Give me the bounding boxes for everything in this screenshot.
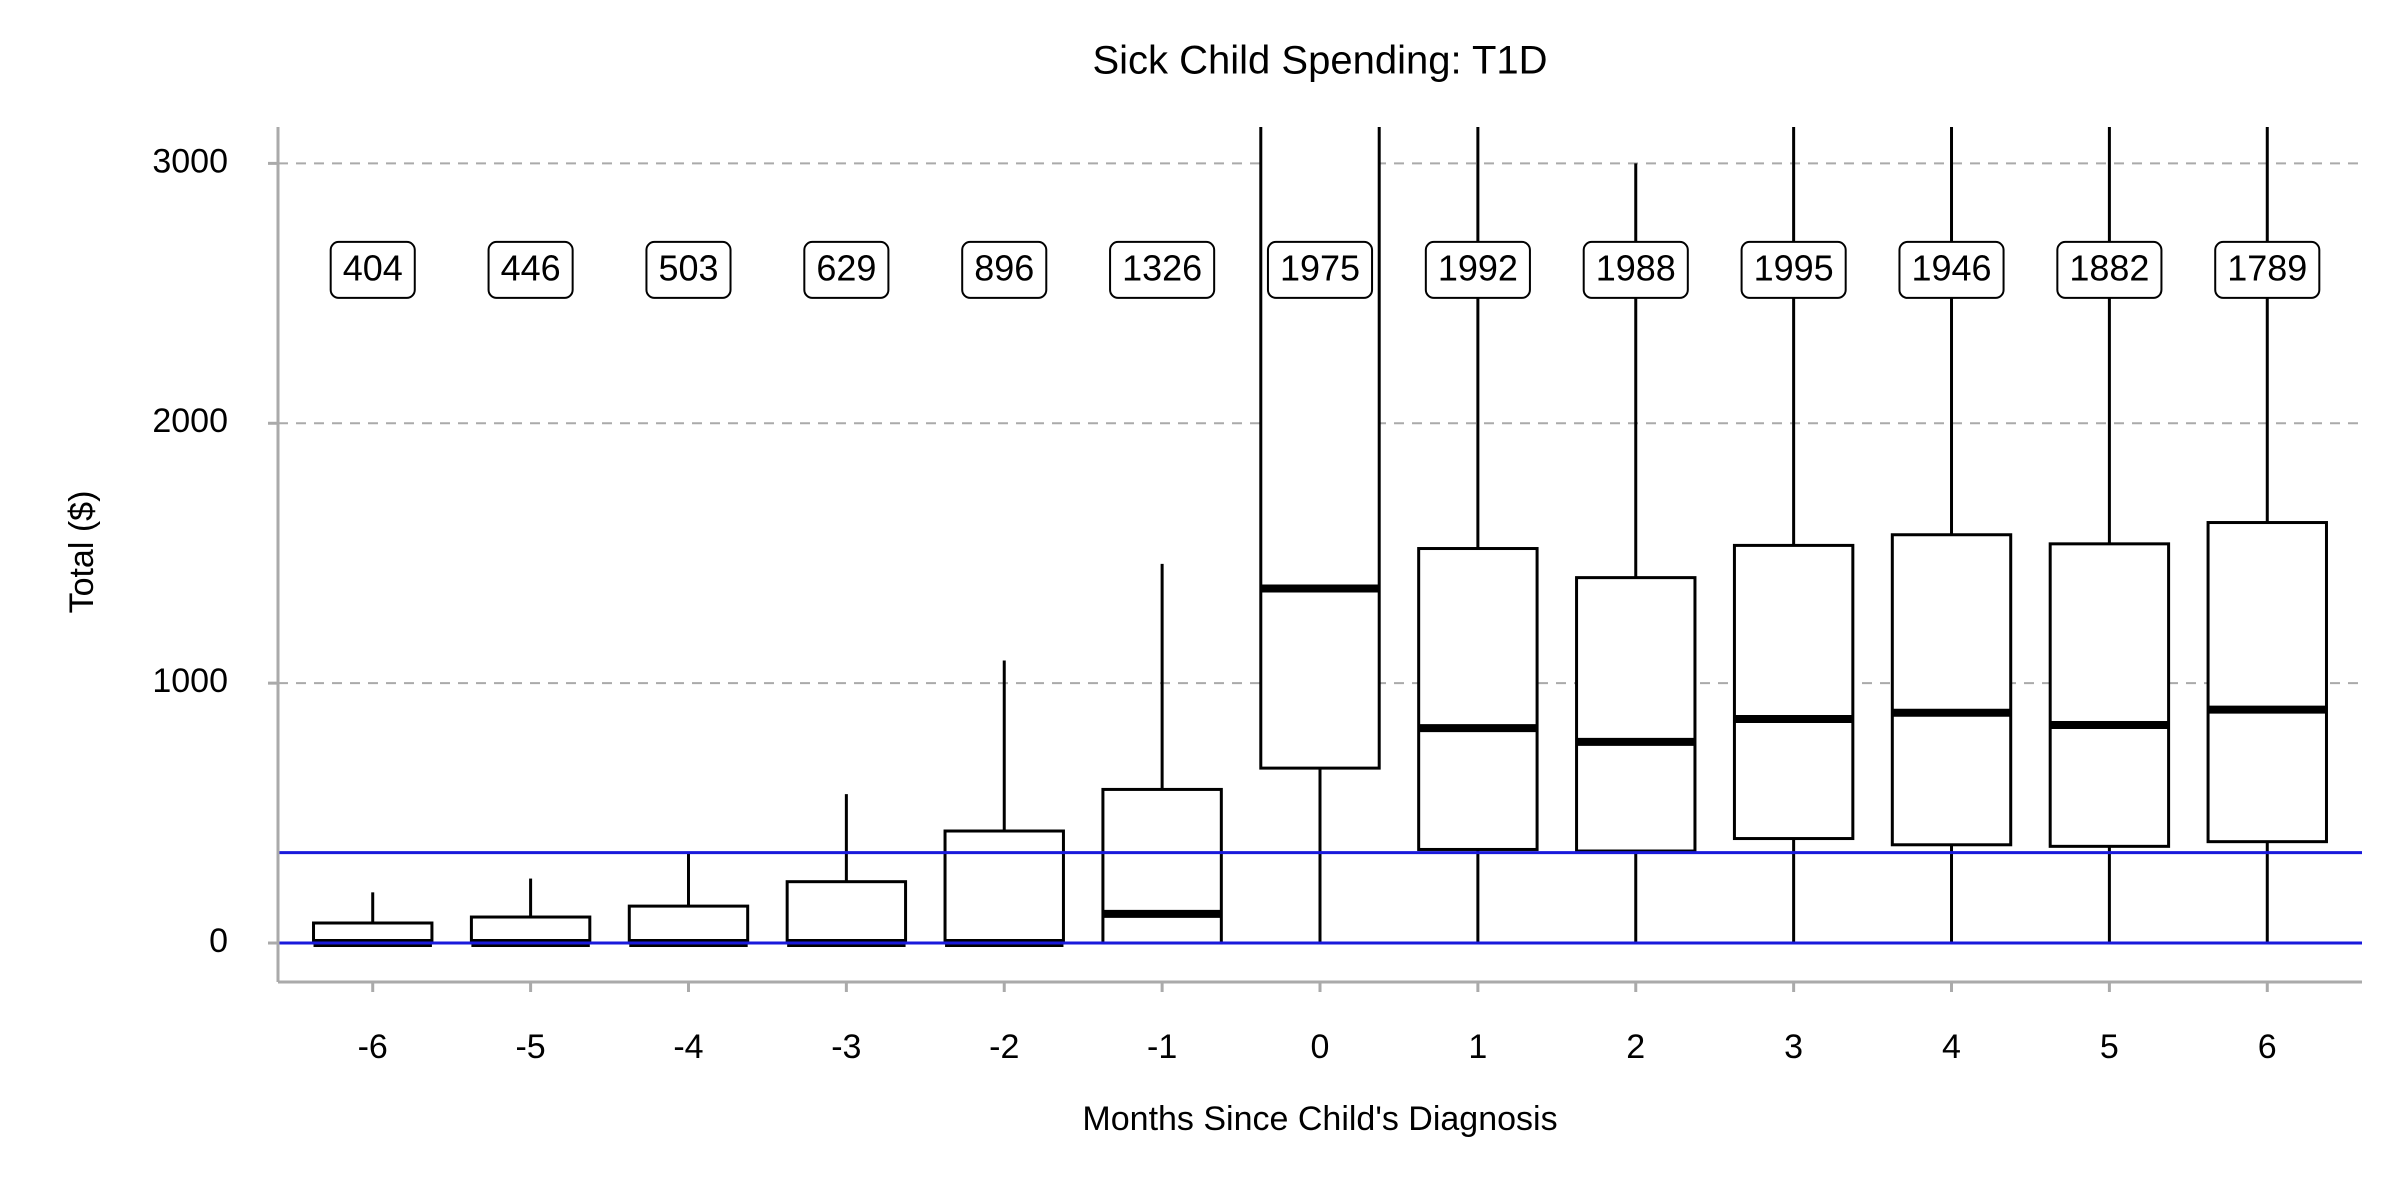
x-tick-label: -2 — [989, 1028, 1019, 1066]
count-label-box — [487, 240, 574, 299]
x-tick-label: 0 — [1311, 1028, 1330, 1066]
count-label-box — [1424, 240, 1531, 299]
box — [943, 829, 1065, 945]
count-label: 896 — [974, 247, 1034, 288]
count-label-box — [1740, 240, 1847, 299]
count-label-box — [1266, 240, 1374, 299]
count-label: 446 — [501, 247, 561, 288]
count-label-box — [2056, 240, 2163, 299]
box — [1101, 787, 1223, 945]
box — [1890, 533, 2013, 847]
box — [1417, 547, 1539, 851]
y-tick-label: 0 — [209, 922, 228, 960]
x-tick-label: -5 — [515, 1028, 545, 1066]
count-label: 1975 — [1280, 247, 1360, 288]
box — [1259, 127, 1381, 770]
chart-title: Sick Child Spending: T1D — [1092, 39, 1547, 83]
box — [2206, 521, 2328, 844]
count-label: 1992 — [1438, 247, 1518, 288]
count-label: 1995 — [1754, 247, 1834, 288]
count-label: 1326 — [1122, 247, 1202, 288]
plot-area — [278, 127, 2362, 948]
count-label-box — [1898, 240, 2005, 299]
count-label-box — [803, 240, 890, 299]
x-tick-label: 4 — [1942, 1028, 1961, 1066]
count-label: 629 — [816, 247, 876, 288]
y-axis-label: Total ($) — [63, 491, 101, 614]
count-label: 503 — [658, 247, 718, 288]
count-label-box — [1109, 240, 1216, 299]
y-tick-label: 3000 — [152, 142, 228, 180]
x-tick-label: -6 — [358, 1028, 388, 1066]
count-label-box — [961, 240, 1048, 299]
x-tick-label: -3 — [831, 1028, 861, 1066]
x-tick-label: -1 — [1147, 1028, 1177, 1066]
y-tick-label: 2000 — [152, 402, 228, 440]
x-tick-label: -4 — [673, 1028, 703, 1066]
count-label: 1789 — [2227, 247, 2307, 288]
count-label-box — [645, 240, 732, 299]
count-label-box — [1582, 240, 1689, 299]
box — [627, 904, 750, 945]
y-tick-label: 1000 — [152, 662, 228, 700]
count-label: 1946 — [1911, 247, 1991, 288]
box — [2048, 542, 2171, 848]
x-tick-label: 3 — [1784, 1028, 1803, 1066]
x-axis-label: Months Since Child's Diagnosis — [1082, 1100, 1557, 1138]
count-label-box — [2214, 240, 2321, 299]
count-label-box — [329, 240, 416, 299]
x-tick-label: 6 — [2258, 1028, 2277, 1066]
count-label: 1988 — [1596, 247, 1676, 288]
box — [785, 880, 908, 945]
box — [1575, 576, 1697, 853]
x-tick-label: 5 — [2100, 1028, 2119, 1066]
count-label: 404 — [343, 247, 403, 288]
x-tick-label: 1 — [1468, 1028, 1487, 1066]
count-label: 1882 — [2069, 247, 2149, 288]
box — [1732, 543, 1855, 841]
x-tick-label: 2 — [1626, 1028, 1645, 1066]
